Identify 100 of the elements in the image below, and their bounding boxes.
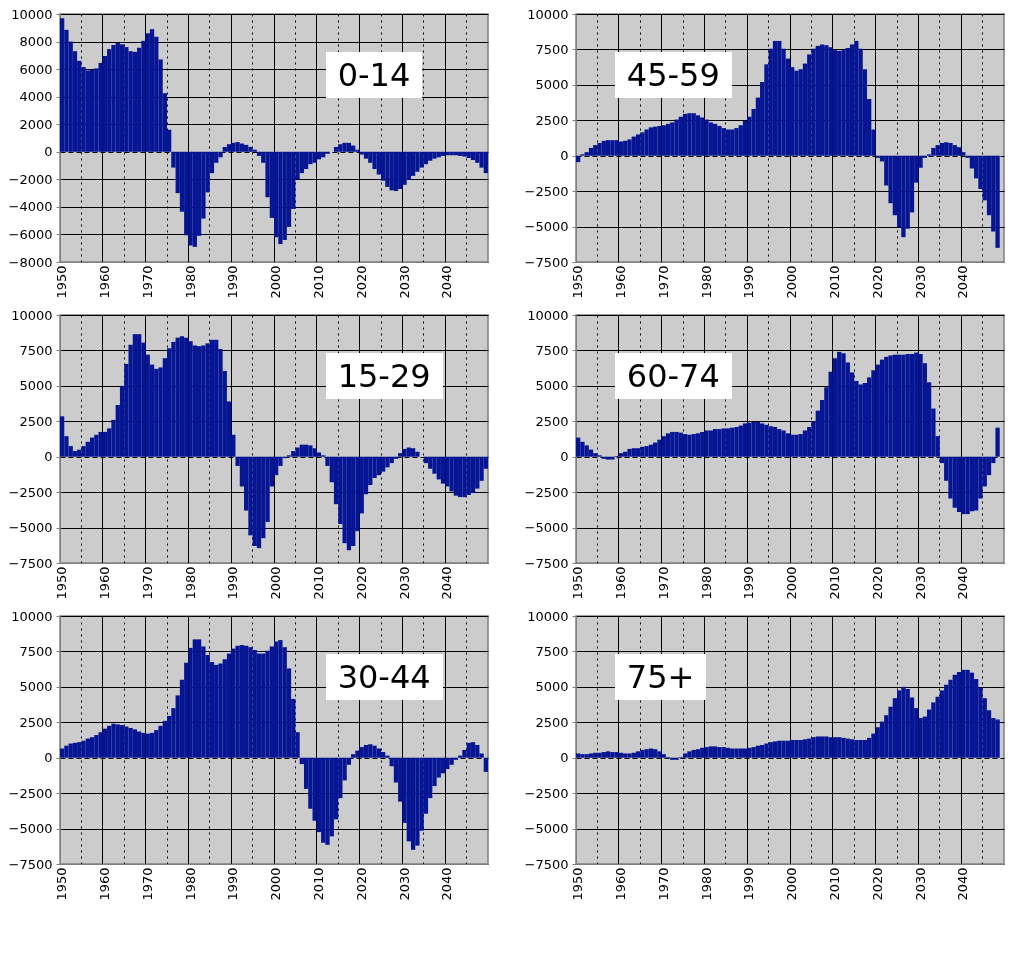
x-tick-label: 2010 [826, 265, 842, 299]
text: 30-44 [325, 654, 443, 701]
y-tick-label: 8000 [19, 34, 53, 50]
y-tick-label: −6000 [8, 226, 53, 242]
text: 60-74 [614, 353, 732, 400]
x-tick-label: 2030 [912, 867, 928, 901]
x-tick-label: 1970 [655, 566, 671, 600]
y-tick-label: −2500 [524, 484, 569, 500]
y-tick-label: 7500 [535, 643, 569, 659]
x-tick-label: 2010 [826, 566, 842, 600]
x-tick-label: 2020 [869, 265, 885, 299]
text: 0-14 [325, 52, 423, 99]
y-tick-label: 5000 [535, 679, 569, 695]
x-tick-label: 1980 [698, 566, 714, 600]
y-tick-label: 5000 [535, 378, 569, 394]
x-tick-label: 2030 [396, 566, 412, 600]
x-tick-label: 1960 [96, 867, 112, 901]
y-tick-label: 6000 [19, 61, 53, 77]
x-tick-label: 2000 [784, 566, 800, 600]
y-tick-label: 0 [560, 148, 569, 164]
x-tick-label: 2010 [310, 867, 326, 901]
x-tick-label: 2000 [268, 867, 284, 901]
y-tick-label: 0 [560, 750, 569, 766]
x-tick-label: 1960 [96, 566, 112, 600]
x-tick-label: 2020 [869, 867, 885, 901]
y-tick-label: 0 [44, 750, 53, 766]
y-tick-label: −5000 [524, 520, 569, 536]
x-tick-label: 1980 [182, 265, 198, 299]
x-tick-label: 1970 [139, 265, 155, 299]
x-tick-label: 1960 [612, 566, 628, 600]
x-tick-label: 1990 [741, 265, 757, 299]
y-tick-label: −5000 [524, 219, 569, 235]
x-tick-label: 1950 [570, 867, 586, 901]
x-tick-label: 1980 [698, 867, 714, 901]
y-tick-label: −7500 [8, 856, 53, 872]
y-tick-label: −2500 [8, 785, 53, 801]
x-tick-label: 1950 [570, 566, 586, 600]
y-tick-label: 10000 [527, 608, 569, 624]
y-tick-label: 0 [44, 449, 53, 465]
y-tick-label: 10000 [11, 608, 53, 624]
y-tick-label: 0 [560, 449, 569, 465]
x-tick-label: 2030 [912, 265, 928, 299]
y-tick-label: −2500 [524, 183, 569, 199]
y-tick-label: 2500 [535, 413, 569, 429]
x-tick-label: 2000 [268, 566, 284, 600]
x-tick-label: 1950 [54, 566, 70, 600]
x-tick-label: 1950 [54, 867, 70, 901]
y-tick-label: 2000 [19, 116, 53, 132]
y-tick-label: 2500 [19, 413, 53, 429]
y-tick-label: 4000 [19, 89, 53, 105]
x-tick-label: 2040 [439, 265, 455, 299]
y-tick-label: 7500 [535, 342, 569, 358]
x-tick-label: 1970 [655, 265, 671, 299]
y-tick-label: −5000 [8, 821, 53, 837]
x-tick-label: 2030 [396, 867, 412, 901]
x-tick-label: 2010 [310, 265, 326, 299]
x-tick-label: 1960 [612, 265, 628, 299]
y-tick-label: 2500 [535, 112, 569, 128]
x-tick-label: 1950 [54, 265, 70, 299]
y-tick-label: 5000 [535, 77, 569, 93]
y-tick-label: −8000 [8, 254, 53, 270]
y-tick-label: 7500 [19, 643, 53, 659]
text: 15-29 [325, 353, 443, 400]
x-tick-label: 1960 [96, 265, 112, 299]
x-tick-label: 2000 [784, 265, 800, 299]
x-tick-label: 2040 [955, 867, 971, 901]
x-tick-label: 2040 [439, 566, 455, 600]
y-tick-label: 2500 [19, 714, 53, 730]
x-tick-label: 1960 [612, 867, 628, 901]
y-tick-label: 10000 [11, 307, 53, 323]
x-tick-label: 1970 [139, 867, 155, 901]
x-tick-label: 1970 [655, 867, 671, 901]
y-tick-label: 10000 [527, 307, 569, 323]
x-tick-label: 1990 [225, 265, 241, 299]
x-tick-label: 2020 [353, 566, 369, 600]
y-tick-label: 10000 [11, 6, 53, 22]
y-tick-label: 5000 [19, 378, 53, 394]
x-tick-label: 1980 [182, 566, 198, 600]
y-tick-label: −7500 [524, 555, 569, 571]
x-tick-label: 2020 [353, 867, 369, 901]
y-tick-label: −7500 [8, 555, 53, 571]
x-tick-label: 2030 [912, 566, 928, 600]
y-tick-label: −7500 [524, 254, 569, 270]
x-tick-label: 1990 [225, 867, 241, 901]
x-tick-label: 1990 [741, 566, 757, 600]
x-tick-label: 1950 [570, 265, 586, 299]
x-tick-label: 2020 [869, 566, 885, 600]
x-tick-label: 1990 [225, 566, 241, 600]
x-tick-label: 2010 [826, 867, 842, 901]
x-tick-label: 2040 [439, 867, 455, 901]
y-tick-label: −4000 [8, 199, 53, 215]
x-tick-label: 2040 [955, 265, 971, 299]
x-tick-label: 2000 [784, 867, 800, 901]
y-tick-label: 7500 [19, 342, 53, 358]
y-tick-label: 10000 [527, 6, 569, 22]
y-tick-label: 7500 [535, 41, 569, 57]
y-tick-label: −7500 [524, 856, 569, 872]
x-tick-label: 2020 [353, 265, 369, 299]
x-tick-label: 1990 [741, 867, 757, 901]
x-tick-label: 1980 [698, 265, 714, 299]
